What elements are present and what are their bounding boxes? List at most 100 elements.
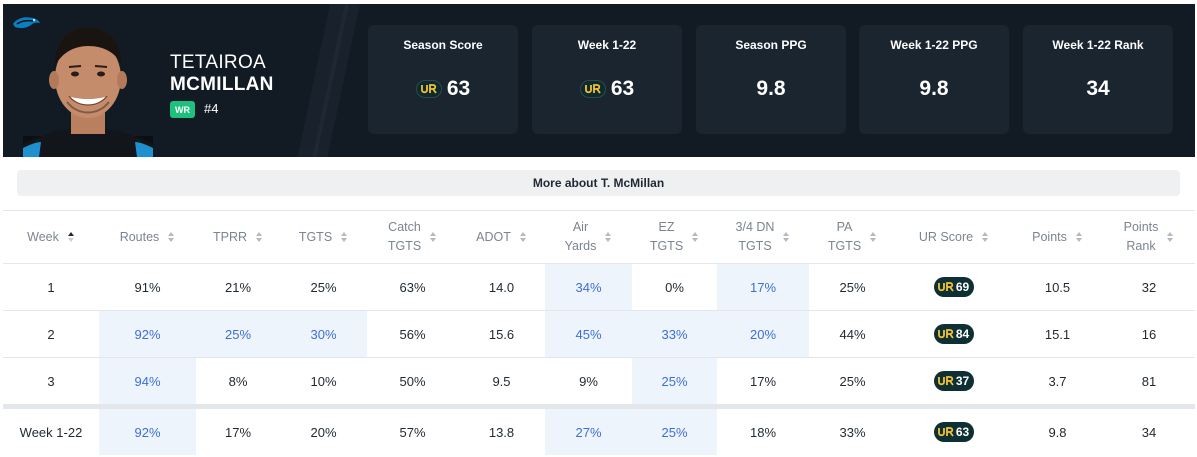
ur-logo-icon — [937, 282, 954, 292]
column-header-34dn-tgts[interactable]: 3/4 DN TGTS — [717, 211, 809, 263]
ur-score-value: 69 — [955, 280, 970, 294]
cell-routes: 91% — [134, 279, 161, 295]
column-header-label: TGTS — [649, 239, 684, 253]
cell-tprr: 17% — [224, 424, 252, 440]
stat-card-week-score: Week 1-22 63 — [532, 25, 682, 134]
column-header-ur-score[interactable]: UR Score — [896, 211, 1012, 263]
stat-card-value: 63 — [532, 77, 682, 101]
column-header-pa-tgts[interactable]: PA TGTS — [809, 211, 896, 263]
jersey-number: #4 — [204, 101, 219, 116]
cell-ur-score: 63 — [896, 409, 1012, 455]
column-header-label: 3/4 DN — [735, 220, 775, 234]
column-header-ez-tgts[interactable]: EZ TGTS — [632, 211, 717, 263]
cell-ur-score: 84 — [896, 311, 1012, 357]
column-header-label: UR Score — [918, 229, 974, 244]
column-header-label: Week — [27, 229, 59, 244]
player-first-name: TETAIROA — [170, 52, 266, 73]
cell-ur-score: 37 — [896, 358, 1012, 404]
cell-tgts: 10% — [310, 373, 337, 389]
sort-ascending-icon[interactable] — [67, 231, 75, 243]
cell-week: 1 — [47, 279, 55, 295]
stat-card-season-score: Season Score 63 — [368, 25, 518, 134]
cell-catch-tgts: 56% — [399, 326, 426, 342]
cell-week: 3 — [47, 373, 55, 389]
column-header-label: Air — [572, 220, 589, 234]
sort-icon[interactable] — [429, 231, 437, 243]
column-header-tprr[interactable]: TPRR — [196, 211, 280, 263]
sort-icon[interactable] — [167, 231, 175, 243]
cell-air-yards: 27% — [545, 409, 632, 455]
column-header-label: TGTS — [827, 239, 862, 253]
cell-pa-tgts: 44% — [839, 326, 866, 342]
stat-card-label: Week 1-22 — [577, 38, 637, 52]
cell-34dn-tgts: 17% — [717, 264, 809, 310]
ur-logo-icon — [579, 80, 606, 98]
cell-week: 2 — [47, 326, 55, 342]
stat-card-season-ppg: Season PPG 9.8 — [696, 25, 846, 134]
sort-icon[interactable] — [255, 231, 263, 243]
cell-ur-score: 69 — [896, 264, 1012, 310]
sort-icon[interactable] — [340, 231, 348, 243]
sort-icon[interactable] — [519, 231, 527, 243]
cell-ez-tgts: 25% — [632, 358, 717, 404]
column-header-label: Routes — [119, 229, 160, 244]
cell-points-rank: 81 — [1141, 373, 1157, 389]
cell-34dn-tgts: 20% — [717, 311, 809, 357]
cell-pa-tgts: 33% — [839, 424, 866, 440]
column-header-air-yards[interactable]: Air Yards — [545, 211, 632, 263]
column-header-label: ADOT — [476, 229, 511, 244]
column-header-label: Points — [1123, 220, 1159, 234]
column-header-week[interactable]: Week — [3, 211, 99, 263]
table-row: 1 91% 21% 25% 63% 14.0 34% 0% 17% 25% 69 10.5 32 — [3, 263, 1195, 310]
more-about-player-button[interactable]: More about T. McMillan — [17, 170, 1180, 196]
stat-card-value: 63 — [368, 77, 518, 101]
column-header-tgts[interactable]: TGTS — [280, 211, 367, 263]
cell-points-rank: 34 — [1141, 424, 1157, 440]
column-header-label: Yards — [564, 239, 597, 253]
column-header-points-rank[interactable]: Points Rank — [1103, 211, 1195, 263]
sort-icon[interactable] — [1075, 231, 1083, 243]
column-header-label: Points — [1032, 229, 1067, 244]
sort-icon[interactable] — [782, 231, 790, 243]
column-header-adot[interactable]: ADOT — [458, 211, 545, 263]
player-last-name: MCMILLAN — [170, 74, 274, 95]
ur-score-value: 63 — [955, 425, 970, 439]
cell-points: 10.5 — [1044, 279, 1071, 295]
stat-card-label: Season PPG — [735, 38, 807, 52]
table-total-row: Week 1-22 92% 17% 20% 57% 13.8 27% 25% 18% 33% 63 9… — [3, 408, 1195, 455]
stat-card-week-rank: Week 1-22 Rank 34 — [1023, 25, 1173, 134]
stat-card-value: 34 — [1086, 77, 1110, 100]
cell-points-rank: 16 — [1141, 326, 1157, 342]
sort-icon[interactable] — [604, 231, 612, 243]
panther-logo-icon — [13, 17, 40, 29]
sort-icon[interactable] — [1166, 231, 1174, 243]
ur-logo-icon — [937, 427, 954, 437]
sort-icon[interactable] — [981, 231, 989, 243]
cell-adot: 14.0 — [488, 279, 515, 295]
cell-ez-tgts: 25% — [632, 409, 717, 455]
stat-card-number: 63 — [610, 77, 635, 100]
column-header-catch-tgts[interactable]: Catch TGTS — [367, 211, 458, 263]
column-header-routes[interactable]: Routes — [99, 211, 196, 263]
stat-card-number: 63 — [446, 77, 471, 100]
column-header-points[interactable]: Points — [1012, 211, 1103, 263]
cell-adot: 13.8 — [488, 424, 515, 440]
cell-ez-tgts: 0% — [665, 279, 684, 295]
cell-points: 15.1 — [1044, 326, 1071, 342]
ur-logo-icon — [415, 80, 442, 98]
column-header-label: TPRR — [212, 229, 248, 244]
position-badge: WR — [170, 101, 195, 118]
cell-tgts: 20% — [310, 424, 337, 440]
sort-icon[interactable] — [691, 231, 699, 243]
cell-routes: 94% — [99, 358, 196, 404]
column-header-label: PA — [836, 220, 853, 234]
table-row: 3 94% 8% 10% 50% 9.5 9% 25% 17% 25% 37 3.7 81 — [3, 357, 1195, 404]
total-separator — [3, 404, 1195, 408]
sort-icon[interactable] — [869, 231, 877, 243]
ur-score-value: 84 — [955, 327, 970, 341]
cell-catch-tgts: 50% — [399, 373, 426, 389]
stat-card-label: Week 1-22 Rank — [1052, 38, 1144, 52]
cell-air-yards: 34% — [545, 264, 632, 310]
cell-points: 3.7 — [1048, 373, 1067, 389]
column-header-label: Rank — [1126, 239, 1156, 253]
